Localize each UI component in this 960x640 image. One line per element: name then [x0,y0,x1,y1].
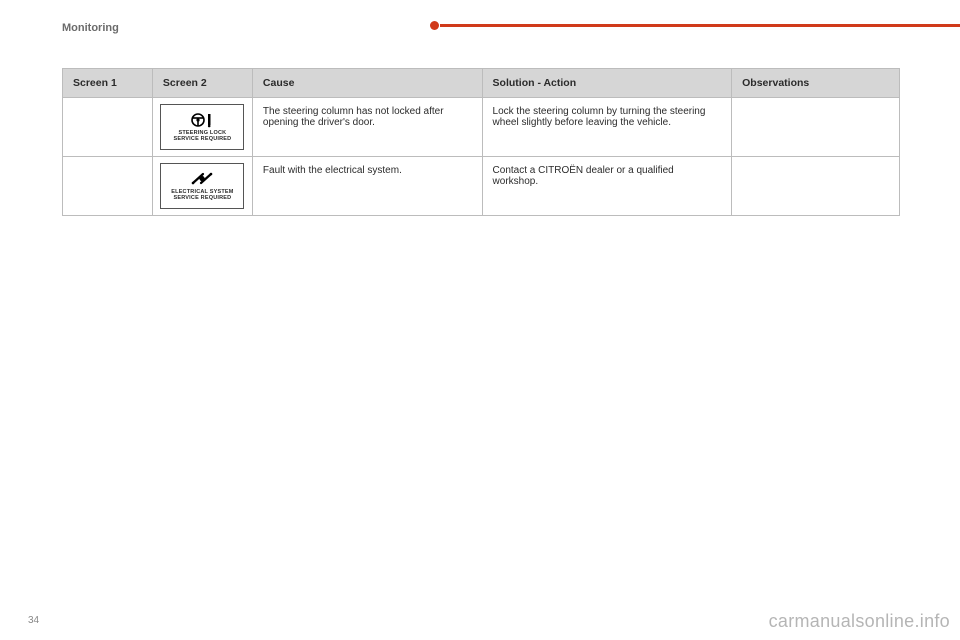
page-number: 34 [28,615,39,626]
page: Monitoring Screen 1 Screen 2 Cause Solut… [0,0,960,640]
header-accent-bar [440,24,960,27]
watermark: carmanualsonline.info [769,611,950,632]
col-header-screen1: Screen 1 [63,69,153,98]
screen-electrical-system: ELECTRICAL SYSTEM SERVICE REQUIRED [160,163,244,209]
cell-cause: Fault with the electrical system. [252,157,482,216]
electrical-system-icon [189,171,215,187]
cell-cause: The steering column has not locked after… [252,98,482,157]
cell-observations [732,98,900,157]
steering-lock-icon [189,112,215,128]
table-row: ELECTRICAL SYSTEM SERVICE REQUIRED Fault… [63,157,900,216]
cell-observations [732,157,900,216]
col-header-screen2: Screen 2 [152,69,252,98]
col-header-observations: Observations [732,69,900,98]
header-accent-dot [430,21,439,30]
table-row: STEERING LOCK SERVICE REQUIRED The steer… [63,98,900,157]
screen-label: STEERING LOCK SERVICE REQUIRED [174,130,232,143]
cell-solution: Contact a CITROËN dealer or a qualified … [482,157,732,216]
table-header-row: Screen 1 Screen 2 Cause Solution - Actio… [63,69,900,98]
section-title: Monitoring [62,22,119,34]
diagnostic-table: Screen 1 Screen 2 Cause Solution - Actio… [62,68,900,216]
col-header-solution: Solution - Action [482,69,732,98]
screen-steering-lock: STEERING LOCK SERVICE REQUIRED [160,104,244,150]
cell-screen1 [63,157,153,216]
screen-label: ELECTRICAL SYSTEM SERVICE REQUIRED [171,189,233,202]
cell-solution: Lock the steering column by turning the … [482,98,732,157]
col-header-cause: Cause [252,69,482,98]
cell-screen1 [63,98,153,157]
cell-screen2: STEERING LOCK SERVICE REQUIRED [152,98,252,157]
cell-screen2: ELECTRICAL SYSTEM SERVICE REQUIRED [152,157,252,216]
